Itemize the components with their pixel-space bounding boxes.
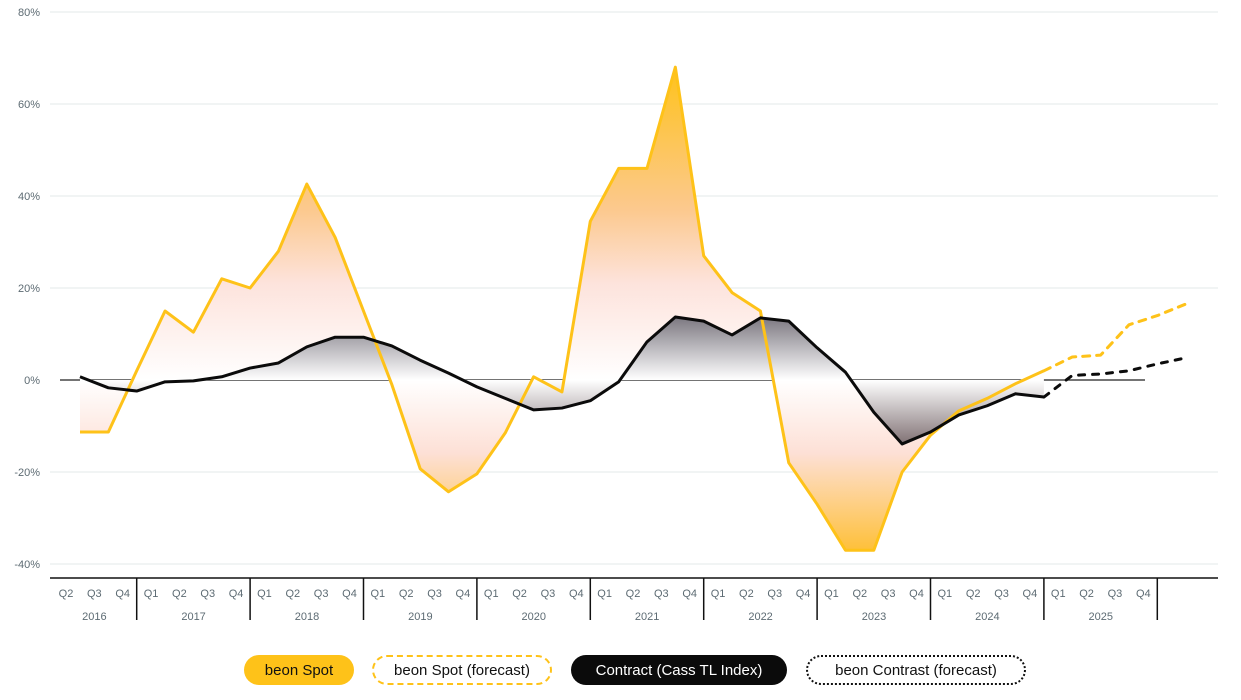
area-fills: [80, 67, 1044, 551]
quarter-label: Q2: [626, 588, 641, 600]
quarter-label: Q3: [541, 588, 556, 600]
y-tick-label: 40%: [18, 191, 40, 203]
y-tick-label: 20%: [18, 283, 40, 295]
year-label: 2019: [408, 611, 432, 623]
quarter-label: Q1: [711, 588, 726, 600]
y-tick-label: -20%: [14, 467, 40, 479]
quarter-label: Q3: [654, 588, 669, 600]
legend: beon Spot beon Spot (forecast) Contract …: [0, 655, 1241, 687]
year-label: 2020: [522, 611, 546, 623]
quarter-label: Q4: [1023, 588, 1038, 600]
year-label: 2021: [635, 611, 659, 623]
year-label: 2016: [82, 611, 106, 623]
quarter-label: Q4: [909, 588, 924, 600]
year-label: 2024: [975, 611, 999, 623]
quarter-label: Q2: [966, 588, 981, 600]
year-label: 2025: [1089, 611, 1113, 623]
quarter-label: Q3: [767, 588, 782, 600]
year-label: 2023: [862, 611, 886, 623]
quarter-label: Q2: [172, 588, 187, 600]
year-label: 2022: [748, 611, 772, 623]
quarter-label: Q1: [371, 588, 386, 600]
quarter-label: Q3: [427, 588, 442, 600]
quarter-label: Q1: [824, 588, 839, 600]
quarter-label: Q1: [938, 588, 953, 600]
quarter-label: Q1: [597, 588, 612, 600]
contract-area: [80, 316, 1044, 444]
quarter-label: Q4: [456, 588, 471, 600]
contract-forecast-line: [1042, 356, 1188, 399]
quarter-label: Q4: [682, 588, 697, 600]
quarter-label: Q3: [881, 588, 896, 600]
y-tick-label: 80%: [18, 7, 40, 19]
spot-forecast-line: [1042, 302, 1188, 373]
quarter-label: Q3: [994, 588, 1009, 600]
spot-line: [80, 65, 1045, 552]
series-lines: [79, 65, 1188, 552]
spot-area: [80, 67, 1044, 551]
quarter-label: Q4: [569, 588, 584, 600]
y-axis: 80% 60% 40% 20% 0% -20% -40%: [14, 7, 40, 571]
quarter-label: Q2: [1079, 588, 1094, 600]
legend-contract-forecast[interactable]: beon Contrast (forecast): [806, 655, 1026, 685]
quarter-label: Q2: [852, 588, 867, 600]
quarter-label: Q4: [229, 588, 244, 600]
quarter-label: Q2: [285, 588, 300, 600]
quarter-label: Q4: [1136, 588, 1151, 600]
quarter-label: Q1: [1051, 588, 1066, 600]
year-label: 2018: [295, 611, 319, 623]
quarter-label: Q3: [87, 588, 102, 600]
y-tick-label: 60%: [18, 99, 40, 111]
y-tick-label: 0%: [24, 375, 40, 387]
x-axis: Q2 Q3 Q4 2016 Q1 Q2 Q3 Q4 2017 Q1 Q2 Q3 Q4 2018 Q1 Q2 Q3…: [50, 577, 1218, 623]
quarter-label: Q2: [739, 588, 754, 600]
quarter-label: Q2: [399, 588, 414, 600]
quarter-label: Q2: [59, 588, 74, 600]
quarter-label: Q3: [1108, 588, 1123, 600]
legend-beon-spot[interactable]: beon Spot: [244, 655, 354, 685]
legend-contract[interactable]: Contract (Cass TL Index): [571, 655, 787, 685]
quarter-label: Q1: [144, 588, 159, 600]
quarter-label: Q3: [314, 588, 329, 600]
quarter-label: Q1: [257, 588, 272, 600]
year-label: 2017: [181, 611, 205, 623]
legend-beon-spot-forecast[interactable]: beon Spot (forecast): [372, 655, 552, 685]
quarter-label: Q4: [342, 588, 357, 600]
quarter-label: Q3: [200, 588, 215, 600]
quarter-label: Q1: [484, 588, 499, 600]
quarter-label: Q2: [512, 588, 527, 600]
quarter-label: Q4: [796, 588, 811, 600]
y-tick-label: -40%: [14, 559, 40, 571]
quarter-label: Q4: [115, 588, 130, 600]
contract-line: [79, 315, 1045, 446]
